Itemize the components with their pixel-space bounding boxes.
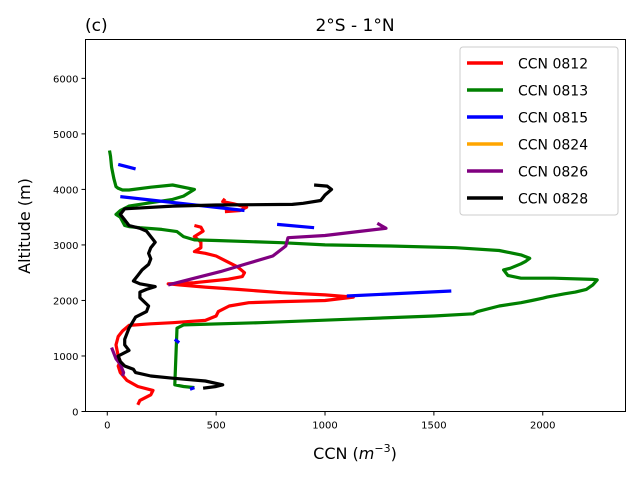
legend-label-5: CCN 0828	[518, 192, 588, 208]
x-axis-unit-base: m	[359, 444, 375, 463]
x-tick-label: 0	[104, 421, 110, 432]
series-4	[110, 221, 388, 377]
y-axis: 0 1000 2000 3000 4000 5000 6000	[53, 74, 86, 419]
series-1-line-0	[107, 150, 599, 390]
chart-title: 2°S - 1°N	[315, 16, 394, 36]
series-0-line-0	[114, 223, 355, 406]
y-tick-label: 0	[72, 408, 78, 419]
x-axis-title: CCN (m−3)	[313, 442, 397, 463]
x-axis-unit-exp: −3	[374, 442, 390, 455]
x-tick-label: 500	[207, 421, 226, 432]
y-tick-label: 6000	[53, 74, 78, 85]
legend-label-2: CCN 0815	[518, 111, 588, 127]
legend-label-1: CCN 0813	[518, 84, 588, 100]
x-axis: 0 500 1000 1500 2000	[104, 411, 555, 432]
panel-label: (c)	[85, 16, 108, 36]
series-2-line-2	[346, 289, 452, 298]
x-tick-label: 2000	[530, 421, 555, 432]
legend: CCN 0812 CCN 0813 CCN 0815 CCN 0824 CCN 0826…	[459, 46, 619, 216]
series-2-line-0	[189, 386, 195, 391]
series-4-line-0	[110, 347, 126, 377]
y-tick-label: 5000	[53, 130, 78, 141]
legend-label-0: CCN 0812	[518, 57, 588, 73]
y-tick-label: 2000	[53, 296, 78, 307]
legend-label-3: CCN 0824	[518, 138, 588, 154]
series-2	[117, 162, 452, 391]
y-tick-label: 4000	[53, 185, 78, 196]
legend-label-4: CCN 0826	[518, 165, 588, 181]
series-2-line-5	[117, 162, 137, 171]
plot-frame	[85, 39, 626, 412]
series-5-line-0	[116, 183, 334, 390]
x-tick-label: 1000	[312, 421, 337, 432]
series-5	[116, 183, 334, 390]
series-2-line-4	[120, 195, 245, 213]
series-1	[107, 150, 599, 390]
x-axis-title-text: CCN	[313, 444, 347, 463]
series-2-line-3	[276, 222, 315, 230]
plot-area	[107, 150, 599, 406]
series-4-line-1	[167, 221, 388, 287]
y-tick-label: 1000	[53, 352, 78, 363]
series-2-line-1	[173, 338, 181, 344]
y-tick-label: 3000	[53, 241, 78, 252]
y-axis-title: Altitude (m)	[15, 178, 34, 274]
x-tick-label: 1500	[421, 421, 446, 432]
